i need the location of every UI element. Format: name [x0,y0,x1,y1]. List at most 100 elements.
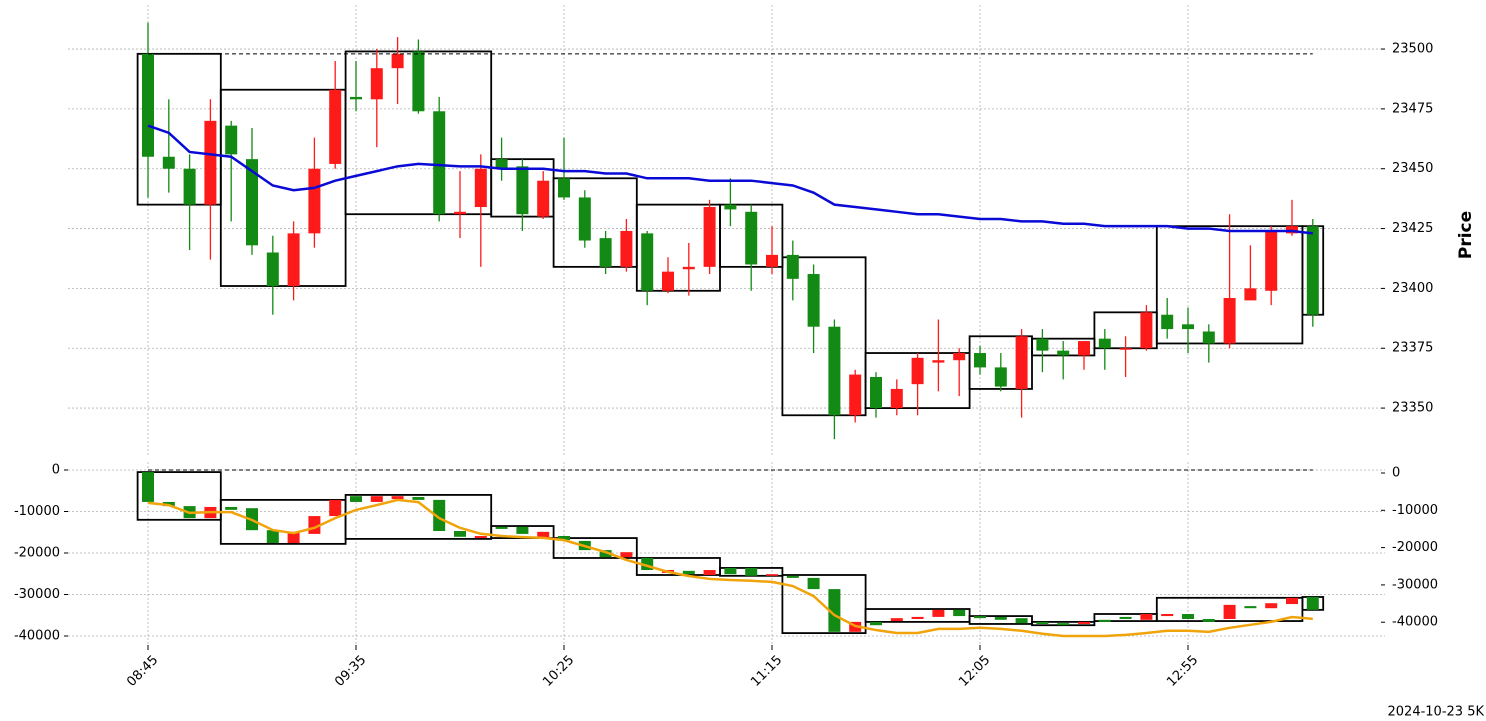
candle-body [225,506,238,510]
candle-body [1119,348,1132,350]
y-tick-label: 0 [52,463,60,478]
candle-body [766,574,778,576]
y2-tick-label: -40000 [1392,615,1438,630]
candle-body [1057,350,1070,356]
candle-body [870,621,882,626]
candle-body [953,609,966,617]
candle-body [974,353,986,368]
y-tick-label: -10000 [14,504,60,519]
candle-body [516,166,529,215]
candle-body [412,496,425,500]
y-tick-label: 23400 [1392,281,1433,296]
candle-body [849,374,862,416]
candle-body [246,159,258,246]
y-tick-label: -40000 [14,628,60,643]
y2-tick-label: 0 [1392,466,1400,481]
candle-body [266,530,279,544]
candle-body [620,230,633,267]
candle-body [1244,288,1257,301]
candle-body [1202,618,1215,622]
candle-body [370,496,383,502]
box [136,471,222,521]
candle-body [703,207,716,267]
x-tick-label: 12:05 [956,653,993,690]
candle-body [807,274,820,327]
candle-body [724,204,737,210]
candle-body [1015,336,1028,389]
candle-body [558,178,570,198]
candle-body [724,567,737,575]
candle-body [828,589,841,632]
candle-body [620,552,633,558]
candle-body [287,531,300,544]
candle-body [225,125,238,155]
candle-body [516,526,529,534]
candle-body [994,367,1007,387]
y2-tick-label: -10000 [1392,503,1438,518]
candle-body [932,360,945,363]
candle-body [578,197,591,241]
candle-body [162,156,175,169]
y-tick-label: -20000 [14,546,60,561]
candle-body [828,326,841,416]
candle-body [932,609,945,617]
candle-body [662,271,674,291]
candle-body [807,577,820,590]
box [968,615,1033,625]
candle-body [204,120,217,205]
candle-body [641,233,654,291]
moving-line [147,498,1313,638]
candle-body [350,496,362,502]
candle-body [599,238,612,267]
box [781,574,867,634]
candle-body [412,51,425,112]
x-tick-label: 09:35 [332,653,369,690]
candle-body [287,233,300,287]
candle-body [1078,341,1090,356]
moving-line [147,124,1313,235]
x-tick-label: 10:25 [540,653,577,690]
footer: 2024-10-23 5K [1388,705,1485,720]
candle-body [142,53,154,157]
candle-body [682,570,695,575]
y-tick-label: 23425 [1392,221,1433,236]
candle-body [890,618,903,622]
candle-body [433,111,446,215]
y-tick-label: 23350 [1392,401,1433,416]
y-axis-label: Price [1456,211,1476,259]
candle-body [1265,603,1278,609]
candle-body [537,531,550,539]
candle-body [329,89,342,164]
candle-body [350,96,362,100]
candle-body [911,357,924,385]
candle-body [266,252,279,287]
candle-body [1223,297,1236,344]
candle-body [1286,597,1298,605]
candle-body [1161,614,1174,617]
y-tick-label: 23375 [1392,341,1433,356]
candle-body [558,535,570,541]
candle-body [703,570,716,575]
candle-body [1223,604,1236,619]
candle-body [308,168,321,234]
x-tick-label: 11:15 [748,653,785,690]
candle-body [1182,614,1194,619]
x-tick-label: 08:45 [124,653,161,690]
candle-body [1140,312,1153,349]
box [344,494,493,540]
candle-body [454,531,466,537]
candle-body [953,353,966,361]
candle-body [474,535,487,539]
y-tick-label: 23475 [1392,101,1433,116]
candle-body [1265,230,1278,291]
candle-body [974,616,986,619]
candle-body [454,211,466,215]
candle-body [745,567,758,576]
candle-body [1161,314,1174,330]
candle-body [911,616,924,619]
candle-body [786,254,799,279]
candle-body [329,499,342,517]
candle-body [1202,331,1215,344]
candle-body [1140,614,1153,620]
